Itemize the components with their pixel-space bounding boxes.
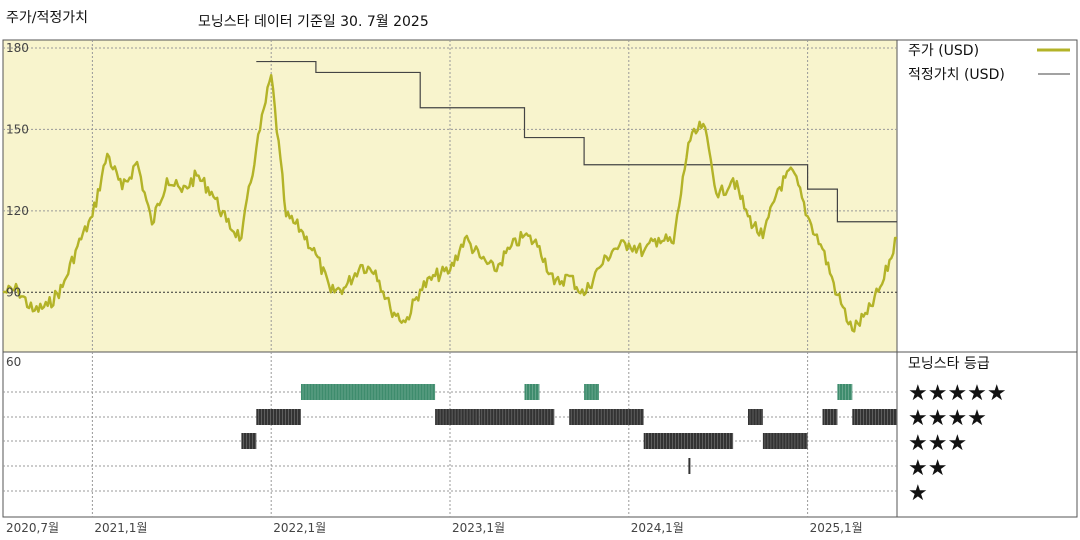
rating-3-stars: ★★★ <box>908 431 967 456</box>
lower-y-tick-label: 60 <box>6 355 21 369</box>
chart-subtitle: 모닝스타 데이터 기준일 30. 7월 2025 <box>198 14 429 30</box>
rating-1-star: ★ <box>908 481 928 506</box>
rating-2-stars: ★★ <box>908 456 947 481</box>
rating-5-stars: ★★★★★ <box>908 381 1007 406</box>
rating-4-stars: ★★★★ <box>908 406 987 431</box>
rating-bars <box>241 384 897 474</box>
rating-bar-5-star <box>524 384 540 400</box>
x-tick-label: 2021,1월 <box>94 521 147 535</box>
rating-bar-3-star <box>762 433 808 449</box>
gridlines <box>3 40 897 517</box>
rating-bar-4-star <box>435 409 480 425</box>
rating-bar-4-star <box>479 409 555 425</box>
price-line <box>2 73 898 333</box>
rating-bar-4-star <box>822 409 838 425</box>
rating-panel-title: 모닝스타 등급 <box>908 356 990 372</box>
x-tick-label: 2024,1월 <box>631 521 684 535</box>
y-tick-label: 120 <box>6 204 29 218</box>
rating-bar-4-star <box>569 409 644 425</box>
rating-bar-5-star <box>301 384 436 400</box>
x-tick-label: 2022,1월 <box>273 521 326 535</box>
chart-frame <box>2 39 1078 518</box>
y-tick-label: 180 <box>6 41 29 55</box>
legend-fair-label: 적정가치 (USD) <box>908 67 1005 83</box>
price-series <box>2 73 898 333</box>
x-tick-labels: 2020,7월 2021,1월 2022,1월 2023,1월 2024,1월 2025,… <box>6 521 863 535</box>
fair-value-line <box>256 60 897 223</box>
fair-value-series <box>256 60 897 223</box>
chart-title: 주가/적정가치 <box>6 10 88 26</box>
rating-bar-3-star <box>643 433 734 449</box>
y-tick-labels: 180 150 120 90 60 <box>6 41 29 369</box>
y-tick-label: 150 <box>6 122 29 136</box>
rating-bar-4-star <box>256 409 301 425</box>
rating-bar-5-star <box>837 384 853 400</box>
x-tick-label: 2025,1월 <box>810 521 863 535</box>
x-tick-label: 2023,1월 <box>452 521 505 535</box>
rating-bar-4-star <box>852 409 897 425</box>
rating-bar-4-star <box>748 409 763 425</box>
rating-bar-2-star <box>688 458 691 474</box>
rating-bar-5-star <box>584 384 599 400</box>
x-tick-label: 2020,7월 <box>6 521 59 535</box>
rating-bar-3-star <box>241 433 257 449</box>
legend-price-label: 주가 (USD) <box>908 43 979 59</box>
y-tick-label: 90 <box>6 285 21 299</box>
